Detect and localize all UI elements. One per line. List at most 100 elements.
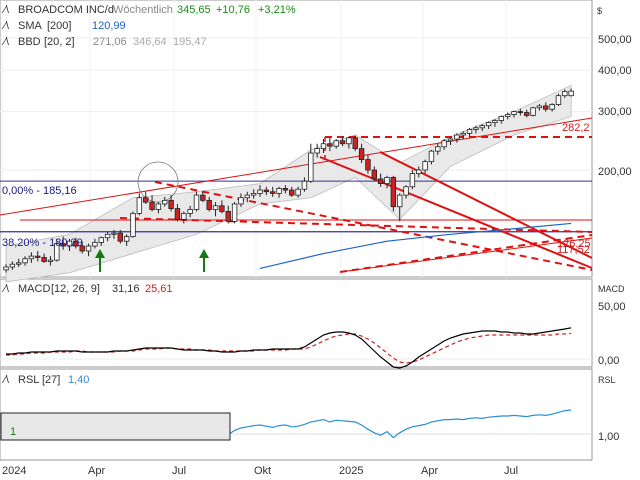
candle-body bbox=[314, 148, 320, 154]
candle-body bbox=[168, 199, 174, 209]
candle-body bbox=[396, 194, 403, 208]
candle-body bbox=[225, 211, 231, 222]
bbd-value-1: 271,06 bbox=[93, 36, 127, 48]
rsl-name: RSL bbox=[18, 374, 39, 386]
candle-body bbox=[282, 188, 289, 191]
down-channel-line bbox=[319, 156, 593, 269]
candle-body bbox=[568, 90, 574, 97]
candle-body bbox=[3, 266, 9, 271]
candle-body bbox=[73, 240, 79, 247]
candlestick-layer bbox=[3, 88, 574, 273]
macd-param: [12, 26, 9] bbox=[51, 283, 100, 295]
candle-body bbox=[238, 197, 244, 205]
sma-chevron-icon: ⁄\ bbox=[1, 20, 10, 32]
candle-body bbox=[416, 169, 422, 175]
rsl-y-tick: 1,00 bbox=[598, 431, 619, 443]
candle-body bbox=[530, 107, 536, 116]
candle-body bbox=[460, 132, 466, 136]
x-axis: 2024 Apr Jul Okt 2025 Apr Jul bbox=[2, 465, 518, 477]
candle-body bbox=[327, 143, 333, 147]
up-channel-line bbox=[339, 237, 593, 273]
candle-body bbox=[479, 125, 485, 129]
resistance-label-2: 126,25 bbox=[557, 238, 591, 250]
candle-body bbox=[492, 120, 498, 123]
candle-body bbox=[346, 137, 352, 145]
bollinger-band bbox=[5, 84, 572, 283]
bbd-chevron-icon: ⁄\ bbox=[1, 36, 10, 48]
candle-body bbox=[390, 176, 397, 208]
candle-body bbox=[136, 197, 143, 214]
pivot-circle bbox=[137, 161, 179, 203]
candle-body bbox=[9, 263, 16, 268]
candle-body bbox=[454, 134, 460, 140]
candle-body bbox=[524, 112, 530, 116]
candle-body bbox=[320, 143, 327, 150]
candle-body bbox=[15, 262, 22, 265]
macd-value-1: 31,16 bbox=[112, 283, 140, 295]
sma200-line bbox=[259, 222, 572, 270]
rsl-box-label: 1 bbox=[10, 426, 16, 438]
candle-body bbox=[295, 188, 301, 196]
fib-bottom-label: 38,20% - 130,29 bbox=[2, 237, 83, 249]
candle-body bbox=[174, 208, 181, 220]
macd-layer bbox=[0, 327, 592, 369]
candle-body bbox=[47, 259, 54, 262]
candle-body bbox=[244, 194, 250, 199]
candle-body bbox=[250, 193, 257, 196]
candle-body bbox=[511, 111, 517, 115]
candle-body bbox=[308, 152, 314, 182]
candle-body bbox=[403, 186, 409, 196]
candle-body bbox=[35, 255, 41, 258]
macd-line bbox=[6, 327, 572, 369]
macd-value-2: 25,61 bbox=[145, 283, 173, 295]
candle-body bbox=[85, 245, 92, 252]
price-change-pct: +3,21% bbox=[258, 4, 296, 16]
bbd-name: BBD bbox=[18, 36, 41, 48]
candle-body bbox=[22, 258, 28, 264]
candle-body bbox=[130, 212, 136, 237]
candle-body bbox=[555, 95, 562, 105]
macd-name: MACD bbox=[18, 283, 50, 295]
candle-body bbox=[473, 127, 479, 130]
candle-body bbox=[384, 176, 390, 184]
macd-axis-title: MACD bbox=[598, 284, 625, 294]
candle-body bbox=[193, 194, 200, 210]
candle-body bbox=[441, 140, 447, 148]
price-change: +10,76 bbox=[216, 4, 250, 16]
candle-body bbox=[92, 241, 98, 247]
candle-body bbox=[549, 104, 555, 110]
candle-body bbox=[142, 197, 149, 203]
candle-body bbox=[333, 140, 339, 147]
down-channel-line bbox=[379, 151, 593, 259]
x-tick-label: 2024 bbox=[2, 465, 26, 477]
resistance-label-3: 117,52 bbox=[557, 244, 590, 256]
candle-body bbox=[269, 191, 276, 194]
candle-body bbox=[339, 140, 346, 145]
y-tick-label: 400,00 bbox=[598, 65, 632, 77]
candle-body bbox=[504, 114, 511, 117]
macd-panel bbox=[0, 278, 593, 368]
x-tick-label: Apr bbox=[421, 465, 438, 477]
rsl-value: 1,40 bbox=[68, 374, 89, 386]
bbd-value-3: 195,47 bbox=[173, 36, 207, 48]
ticker-name: BROADCOM INC/d bbox=[18, 4, 114, 16]
candle-body bbox=[301, 180, 308, 190]
x-tick-label: Okt bbox=[254, 465, 271, 477]
x-tick-label: Apr bbox=[88, 465, 105, 477]
candle-body bbox=[79, 245, 85, 252]
candle-body bbox=[422, 161, 428, 171]
candle-body bbox=[358, 148, 365, 160]
trendline-layer bbox=[0, 117, 593, 273]
candle-body bbox=[536, 105, 543, 109]
long-trendline bbox=[0, 117, 593, 216]
rsl-highlight-box bbox=[0, 412, 231, 441]
x-tick-label: Jul bbox=[504, 465, 518, 477]
candle-body bbox=[212, 205, 219, 210]
candle-body bbox=[41, 257, 47, 262]
rsl-axis-title: RSL bbox=[598, 375, 616, 385]
currency-label: $ bbox=[597, 6, 602, 16]
y-tick-label: 500,00 bbox=[598, 34, 632, 46]
sma-param: [200] bbox=[47, 20, 71, 32]
